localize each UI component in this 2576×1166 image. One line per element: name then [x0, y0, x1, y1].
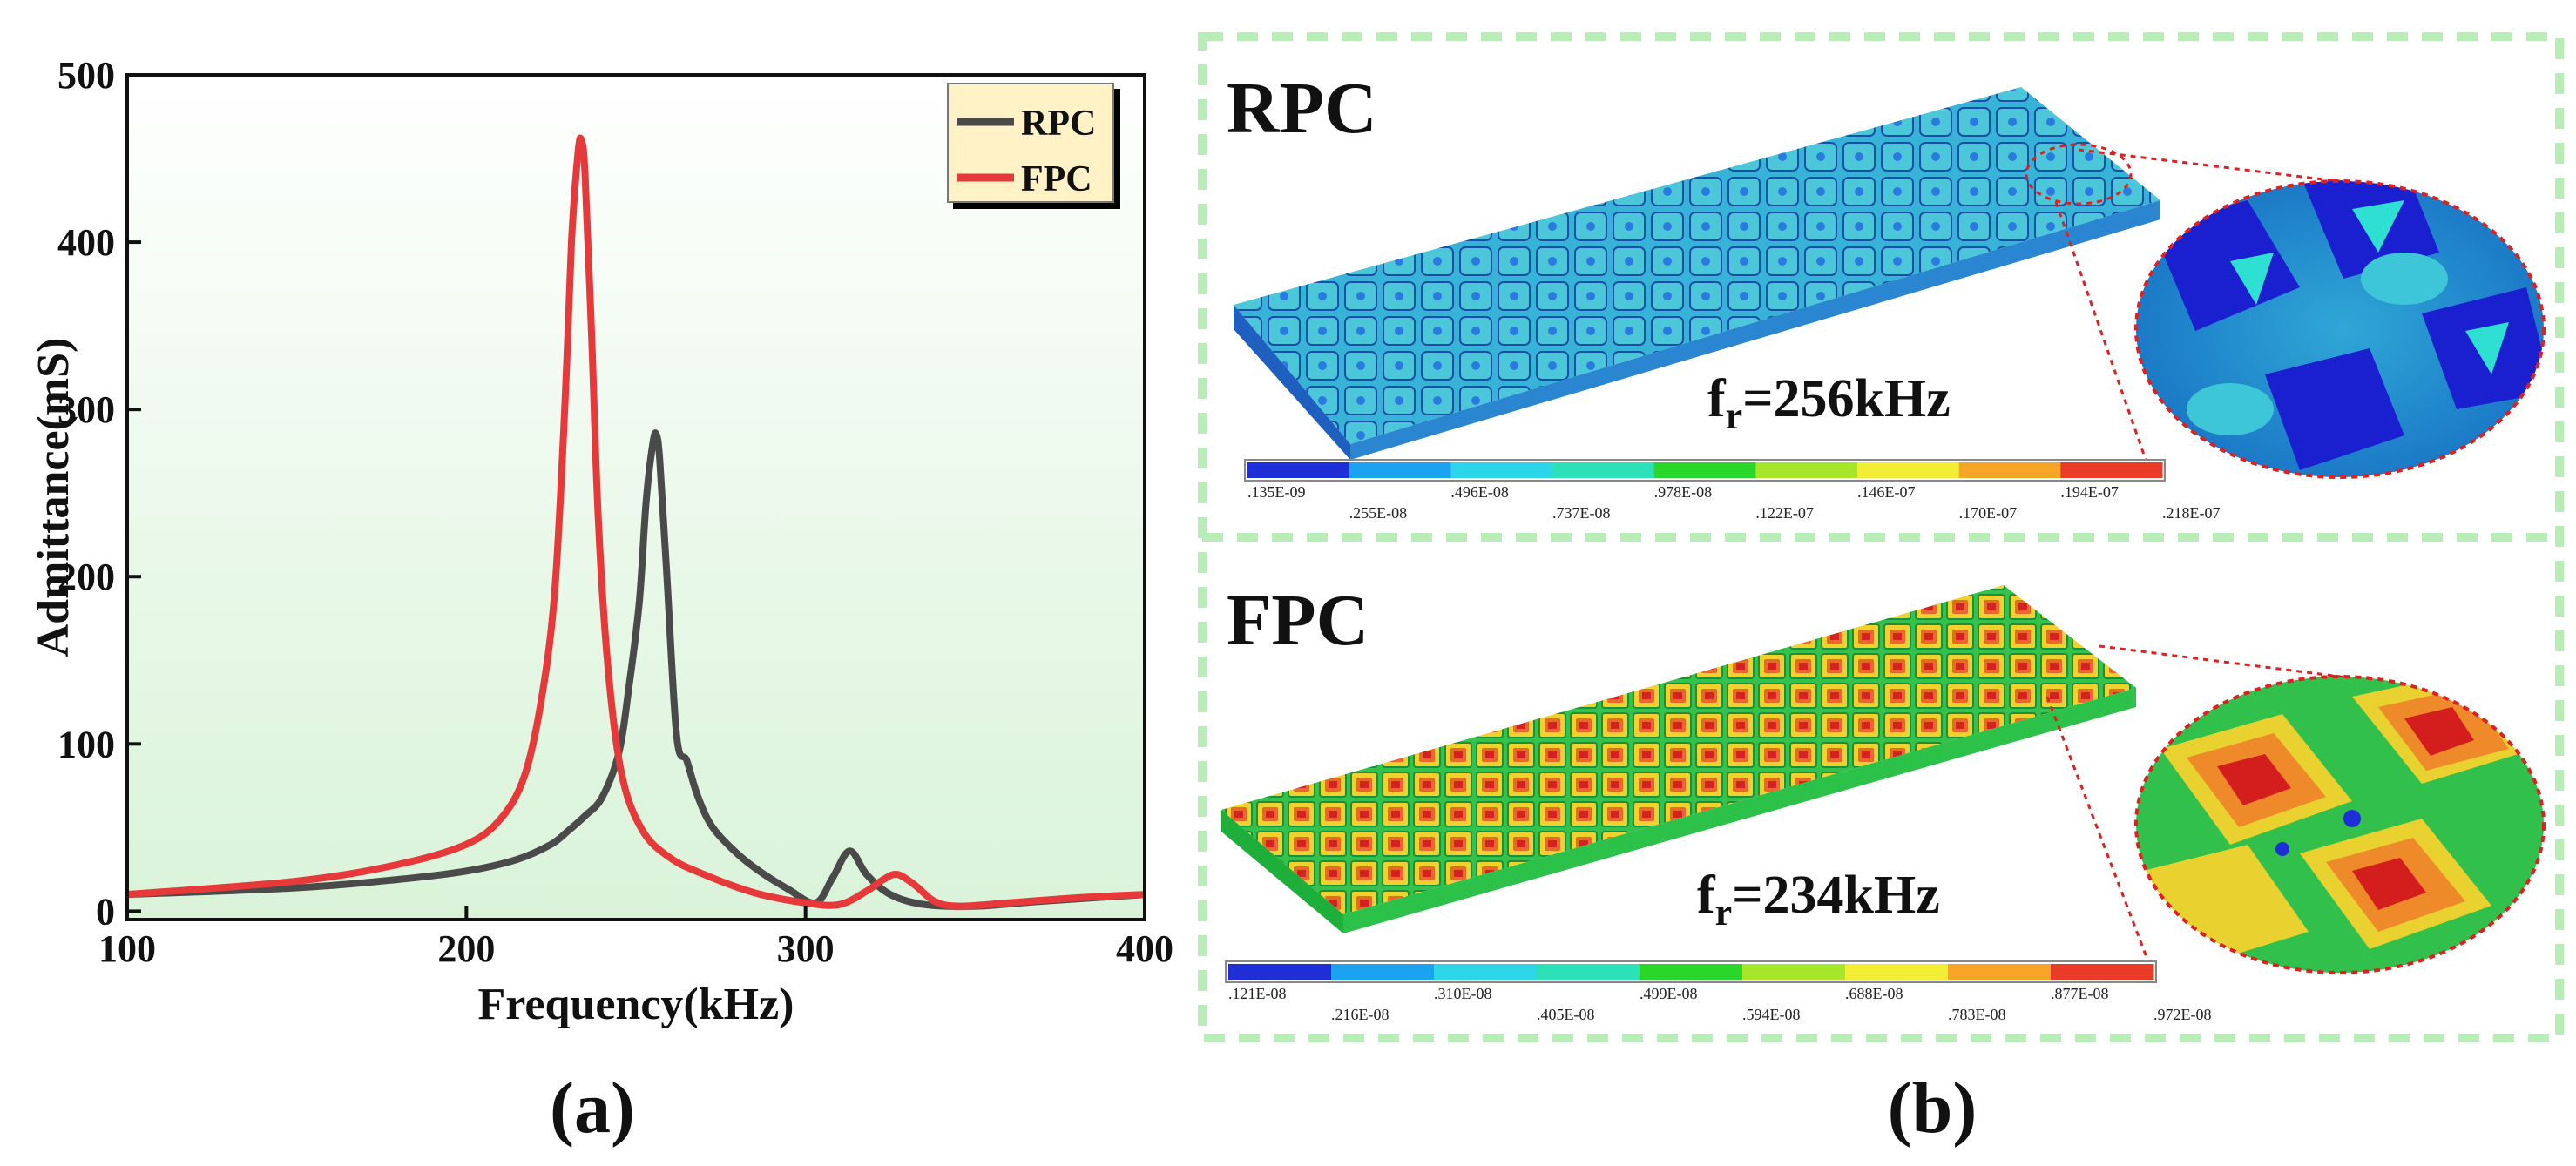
scale-swatch: [1845, 964, 1949, 980]
panel-label-b: (b): [1888, 1068, 1978, 1149]
scale-swatch: [1247, 462, 1350, 478]
rpc-result: RPC: [1227, 68, 2546, 522]
scale-label: .194E-07: [2060, 483, 2119, 501]
scale-swatch: [1958, 462, 2061, 478]
x-axis-label: Frequency(kHz): [478, 980, 794, 1029]
scale-swatch: [2060, 462, 2163, 478]
scale-label: .783E-08: [1948, 1006, 2006, 1023]
scale-swatch: [1948, 964, 2052, 980]
scale-label: .135E-09: [1247, 483, 1306, 501]
fpc-frequency: fr=234kHz: [1697, 866, 1940, 933]
y-tick-label: 100: [57, 723, 115, 765]
fpc-result: FPC: [1221, 580, 2546, 1023]
scale-label: .496E-08: [1450, 483, 1509, 501]
scale-label: .310E-08: [1434, 985, 1492, 1002]
scale-label: .499E-08: [1640, 985, 1698, 1002]
scale-swatch: [1331, 964, 1435, 980]
legend-panel: [947, 83, 1114, 203]
scale-label: .216E-08: [1331, 1006, 1389, 1023]
rpc-color-scale: .135E-09 .255E-08 .496E-08 .737E-08 .978E-08…: [1244, 459, 2221, 522]
scale-label: .972E-08: [2153, 1006, 2212, 1023]
legend-label-rpc: RPC: [1021, 104, 1096, 144]
rpc-freq-subscript: r: [1726, 394, 1743, 437]
scale-label: .122E-07: [1755, 504, 1814, 522]
rpc-plate-model: [1234, 87, 2160, 460]
scale-swatch: [2051, 964, 2154, 980]
y-tick-label: 500: [57, 54, 115, 97]
y-tick-label: 300: [57, 388, 115, 431]
plot-area: [127, 75, 1145, 920]
scale-swatch: [1450, 462, 1553, 478]
scale-label: .594E-08: [1742, 1006, 1801, 1023]
x-tick-label: 200: [437, 927, 495, 970]
plot-frame: [125, 73, 1146, 921]
rpc-title: RPC: [1227, 68, 1377, 149]
x-tick-label: 300: [777, 927, 835, 970]
fpc-plate-model: [1221, 585, 2136, 933]
series-line-rpc: [127, 429, 1145, 910]
scale-swatch: [1742, 964, 1846, 980]
panel-label-a: (a): [550, 1068, 635, 1149]
scale-swatch: [1434, 964, 1538, 980]
x-tick-label: 400: [1116, 927, 1173, 970]
scale-label: .170E-07: [1959, 504, 2018, 522]
scale-label: .978E-08: [1654, 483, 1713, 501]
scale-label: .121E-08: [1228, 985, 1287, 1002]
y-tick-label: 400: [57, 221, 115, 264]
fem-panel: RPC: [1198, 32, 2564, 1149]
scale-swatch: [1552, 462, 1655, 478]
scale-label: .688E-08: [1845, 985, 1903, 1002]
y-tick-label: 200: [57, 556, 115, 598]
scale-swatch: [1349, 462, 1451, 478]
fpc-freq-subscript: r: [1715, 891, 1733, 933]
fpc-freq-value: =234kHz: [1732, 866, 1940, 925]
scale-label: .877E-08: [2051, 985, 2109, 1002]
rpc-freq-symbol: f: [1707, 369, 1727, 428]
scale-swatch: [1755, 462, 1858, 478]
scale-swatch: [1537, 964, 1640, 980]
y-tick-label: 0: [96, 890, 115, 933]
fpc-freq-symbol: f: [1697, 866, 1716, 925]
scale-label: .146E-07: [1857, 483, 1916, 501]
y-axis-label: Admittance(mS): [29, 338, 78, 657]
scale-swatch: [1228, 964, 1332, 980]
x-tick-label: 100: [98, 927, 156, 970]
rpc-freq-value: =256kHz: [1742, 369, 1951, 428]
scale-label: .405E-08: [1537, 1006, 1595, 1023]
scale-label: .737E-08: [1552, 504, 1611, 522]
scale-swatch: [1640, 964, 1743, 980]
legend-label-fpc: FPC: [1021, 159, 1092, 199]
scale-swatch: [1653, 462, 1756, 478]
legend: RPC FPC: [947, 83, 1120, 209]
series-line-fpc: [127, 134, 1145, 910]
series-lines: [127, 134, 1145, 910]
rpc-frequency: fr=256kHz: [1707, 369, 1951, 437]
scale-label: .218E-07: [2162, 504, 2221, 522]
rpc-zoom-callout: [2025, 143, 2546, 479]
scale-label: .255E-08: [1349, 504, 1408, 522]
fpc-title: FPC: [1227, 580, 1369, 661]
fpc-color-scale: .121E-08 .216E-08 .310E-08 .405E-08 .499E-08…: [1225, 960, 2212, 1023]
scale-swatch: [1857, 462, 1960, 478]
